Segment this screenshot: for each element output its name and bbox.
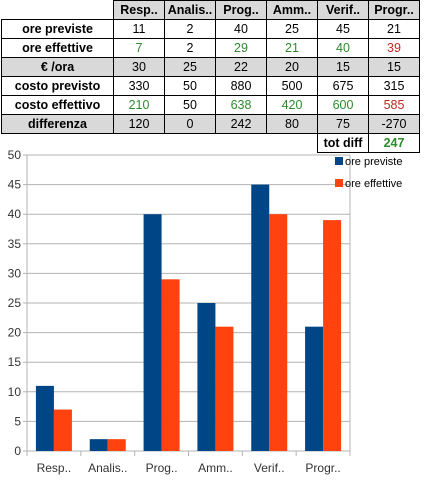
x-tick-label: Verif.. <box>254 461 285 475</box>
table-cell[interactable]: 29 <box>215 38 267 58</box>
corner-cell <box>2 1 114 20</box>
table-cell[interactable]: 40 <box>215 19 267 39</box>
table-cell[interactable]: 500 <box>266 76 318 96</box>
table-cell[interactable]: 75 <box>317 114 369 134</box>
header-cell[interactable]: Amm.. <box>266 0 318 20</box>
legend-label: ore previste <box>345 156 402 168</box>
x-tick-label: Progr.. <box>305 461 340 475</box>
table-cell[interactable]: 242 <box>215 114 267 134</box>
table-cell[interactable]: 22 <box>215 57 267 77</box>
bar-ore-effettive[interactable] <box>161 279 180 451</box>
table-cell[interactable]: 880 <box>215 76 267 96</box>
y-tick-label: 0 <box>14 444 21 458</box>
table-cell[interactable]: 120 <box>113 114 165 134</box>
header-cell[interactable]: Resp.. <box>113 0 165 20</box>
header-cell[interactable]: Verif.. <box>317 0 369 20</box>
legend-swatch <box>335 157 343 165</box>
table-cell[interactable]: 25 <box>266 19 318 39</box>
row-label-ore-previste[interactable]: ore previste <box>1 19 114 39</box>
header-cell[interactable]: Analis.. <box>164 0 216 20</box>
table-row: € /ora 30 25 22 20 15 15 <box>1 57 420 77</box>
bar-ore-previste[interactable] <box>197 303 216 451</box>
table-row: ore effettive 7 2 29 21 40 39 <box>1 38 420 58</box>
x-tick-label: Resp.. <box>37 461 72 475</box>
header-cell[interactable]: Progr.. <box>368 0 420 20</box>
row-label-costo-previsto[interactable]: costo previsto <box>1 76 114 96</box>
table-cell[interactable]: 7 <box>113 38 165 58</box>
x-tick-label: Analis.. <box>88 461 127 475</box>
chart-legend: ore previste ore effettive <box>335 156 402 190</box>
table-cell[interactable]: 50 <box>164 95 216 115</box>
table-cell[interactable]: 210 <box>113 95 165 115</box>
table-row: ore previste 11 2 40 25 45 21 <box>1 19 420 39</box>
table-cell[interactable]: 0 <box>164 114 216 134</box>
bar-ore-previste[interactable] <box>35 385 54 451</box>
bar-ore-effettive[interactable] <box>215 326 234 451</box>
table-cell[interactable]: 21 <box>266 38 318 58</box>
y-tick-label: 30 <box>8 266 22 280</box>
table-cell[interactable]: 80 <box>266 114 318 134</box>
table-cell[interactable]: 45 <box>317 19 369 39</box>
y-tick-label: 40 <box>8 207 22 221</box>
chart-grid <box>26 154 351 452</box>
table-cell[interactable]: 50 <box>164 76 216 96</box>
legend-swatch <box>335 179 343 187</box>
table-cell[interactable]: 30 <box>113 57 165 77</box>
table-cell[interactable]: 20 <box>266 57 318 77</box>
table-cell[interactable]: 2 <box>164 38 216 58</box>
y-tick-label: 25 <box>8 296 22 310</box>
y-tick-label: 10 <box>8 385 22 399</box>
y-tick-label: 50 <box>8 148 22 162</box>
row-label-differenza[interactable]: differenza <box>1 114 114 134</box>
total-row: tot diff 247 <box>2 133 420 153</box>
table-row: differenza 120 0 242 80 75 -270 <box>1 114 420 134</box>
bar-ore-previste[interactable] <box>251 184 270 451</box>
bar-ore-previste[interactable] <box>305 326 324 451</box>
table-cell[interactable]: 420 <box>266 95 318 115</box>
y-tick-label: 45 <box>8 178 22 192</box>
table-row: costo effettivo 210 50 638 420 600 585 <box>1 95 420 115</box>
table-cell[interactable]: -270 <box>368 114 420 134</box>
table-cell[interactable]: 315 <box>368 76 420 96</box>
total-value[interactable]: 247 <box>368 133 420 153</box>
table-cell[interactable]: 11 <box>113 19 165 39</box>
y-axis-ticks: 0 5 10 15 20 25 30 35 40 45 50 <box>8 148 27 458</box>
table-cell[interactable]: 15 <box>317 57 369 77</box>
legend-label: ore effettive <box>345 178 402 190</box>
bar-ore-previste[interactable] <box>89 439 108 451</box>
table-cell[interactable]: 15 <box>368 57 420 77</box>
table-cell[interactable]: 2 <box>164 19 216 39</box>
table-cell[interactable]: 675 <box>317 76 369 96</box>
total-label[interactable]: tot diff <box>317 133 369 153</box>
chart-bars <box>35 184 342 451</box>
y-tick-label: 5 <box>14 414 21 428</box>
x-axis-ticks: Resp.. Analis.. Prog.. Amm.. Verif.. Progr.. <box>26 451 351 475</box>
row-label-ore-effettive[interactable]: ore effettive <box>1 38 114 58</box>
y-tick-label: 35 <box>8 237 22 251</box>
header-cell[interactable]: Prog.. <box>215 0 267 20</box>
bar-ore-effettive[interactable] <box>323 220 342 451</box>
header-row: Resp.. Analis.. Prog.. Amm.. Verif.. Pro… <box>2 0 420 20</box>
table-cell[interactable]: 600 <box>317 95 369 115</box>
table-cell[interactable]: 25 <box>164 57 216 77</box>
table-cell[interactable]: 40 <box>317 38 369 58</box>
x-tick-label: Amm.. <box>198 461 233 475</box>
bar-chart: 0 5 10 15 20 25 30 35 40 45 50 Resp.. Analis.. Prog.… <box>8 148 403 475</box>
table-row: costo previsto 330 50 880 500 675 315 <box>1 76 420 96</box>
table-cell[interactable]: 330 <box>113 76 165 96</box>
table-cell[interactable]: 638 <box>215 95 267 115</box>
bar-ore-effettive[interactable] <box>107 439 126 451</box>
bar-ore-effettive[interactable] <box>53 409 72 451</box>
bar-ore-effettive[interactable] <box>269 214 288 451</box>
y-tick-label: 20 <box>8 326 22 340</box>
row-label-euro-ora[interactable]: € /ora <box>1 57 114 77</box>
x-tick-label: Prog.. <box>146 461 178 475</box>
y-tick-label: 15 <box>8 355 22 369</box>
row-label-costo-effettivo[interactable]: costo effettivo <box>1 95 114 115</box>
table-cell[interactable]: 21 <box>368 19 420 39</box>
table-cell[interactable]: 585 <box>368 95 420 115</box>
table-cell[interactable]: 39 <box>368 38 420 58</box>
spreadsheet-table: Resp.. Analis.. Prog.. Amm.. Verif.. Pro… <box>1 0 420 153</box>
bar-ore-previste[interactable] <box>143 214 162 451</box>
